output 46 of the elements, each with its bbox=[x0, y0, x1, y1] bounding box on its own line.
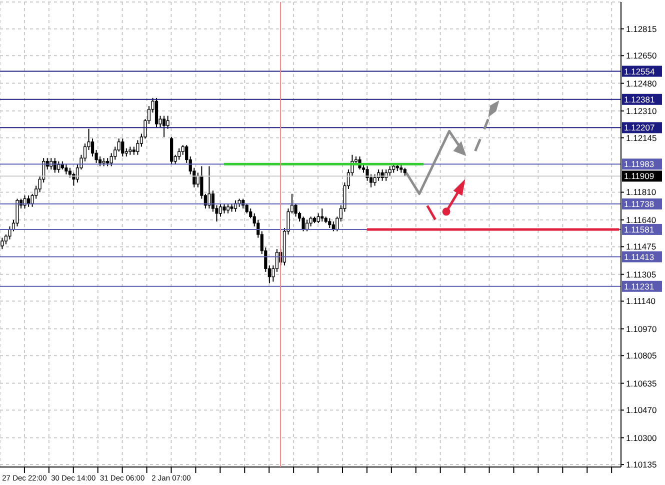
candlestick bbox=[309, 216, 312, 227]
candlestick bbox=[162, 115, 166, 138]
candlestick bbox=[222, 203, 226, 214]
y-tick-label: 1.10970 bbox=[626, 324, 657, 334]
y-tick-label: 1.12310 bbox=[626, 106, 657, 116]
candlestick bbox=[26, 194, 30, 208]
candlestick bbox=[170, 136, 174, 166]
y-tick-label: 1.11810 bbox=[626, 187, 656, 198]
candlestick bbox=[154, 97, 158, 128]
y-tick-label: 1.12480 bbox=[626, 78, 657, 88]
y-tick-label: 1.10635 bbox=[626, 378, 657, 388]
candlestick bbox=[136, 140, 140, 156]
ref-line-label: 1.12554 bbox=[624, 66, 655, 76]
y-tick-label: 1.12815 bbox=[626, 24, 657, 34]
y-tick-label: 1.10470 bbox=[626, 405, 657, 416]
y-tick-label: 1.11475 bbox=[626, 242, 656, 252]
candlestick bbox=[388, 166, 392, 176]
candlestick bbox=[121, 138, 124, 157]
y-tick-label: 1.11140 bbox=[626, 296, 656, 306]
y-tick-label: 1.11305 bbox=[626, 269, 656, 280]
candlestick bbox=[23, 194, 26, 209]
candlestick bbox=[316, 212, 320, 224]
ref-line-label: 1.12381 bbox=[624, 94, 655, 104]
y-tick-label: 1.11640 bbox=[626, 214, 656, 225]
ref-line-label: 1.11909 bbox=[624, 171, 654, 182]
ref-line-label: 1.11581 bbox=[624, 224, 654, 234]
candlestick bbox=[16, 198, 19, 227]
ref-line-label: 1.11738 bbox=[624, 198, 654, 209]
candlestick bbox=[178, 148, 181, 160]
candlestick bbox=[373, 174, 376, 186]
ref-line-label: 1.11413 bbox=[624, 252, 654, 262]
y-tick-label: 1.10135 bbox=[626, 460, 657, 470]
candlestick bbox=[245, 203, 248, 214]
candlestick bbox=[328, 218, 332, 228]
y-tick-label: 1.10300 bbox=[626, 432, 657, 443]
y-tick-label: 1.12145 bbox=[626, 132, 657, 143]
y-tick-label: 1.12650 bbox=[626, 50, 657, 61]
candlestick bbox=[166, 115, 170, 130]
candlestick bbox=[57, 160, 60, 174]
ref-line-label: 1.11231 bbox=[624, 281, 654, 292]
ref-line-label: 1.11983 bbox=[624, 159, 654, 170]
y-tick-label: 1.10805 bbox=[626, 350, 657, 361]
candlestick bbox=[226, 203, 230, 214]
ref-line-label: 1.12207 bbox=[624, 122, 655, 133]
candlestick bbox=[218, 203, 222, 218]
candlestick bbox=[64, 164, 68, 175]
